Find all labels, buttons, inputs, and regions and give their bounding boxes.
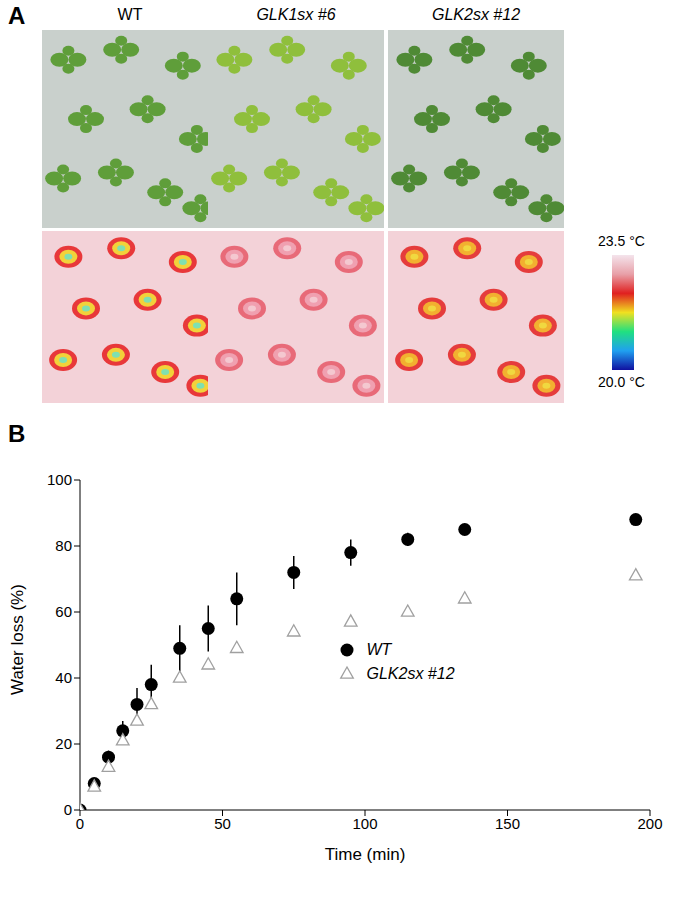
svg-text:0: 0 — [76, 815, 84, 832]
svg-text:20: 20 — [55, 735, 72, 752]
svg-text:0: 0 — [64, 801, 72, 818]
html-text:GLK1sx #6: GLK1sx #6 — [256, 6, 336, 23]
html-text:23.5 °C: 23.5 °C — [598, 233, 645, 249]
svg-text:100: 100 — [47, 471, 72, 488]
html-text:GLK2sx #12: GLK2sx #12 — [366, 665, 455, 683]
svg-text:Water loss (%): Water loss (%) — [8, 584, 27, 695]
svg-text:150: 150 — [495, 815, 520, 832]
svg-text:200: 200 — [637, 815, 662, 832]
html-text:A: A — [8, 2, 26, 29]
svg-text:40: 40 — [55, 669, 72, 686]
svg-text:Time (min): Time (min) — [325, 845, 406, 864]
svg-text:60: 60 — [55, 603, 72, 620]
svg-text:50: 50 — [214, 815, 231, 832]
html-text:20.0 °C: 20.0 °C — [598, 374, 645, 390]
html-text:WT: WT — [366, 641, 392, 659]
svg-text:100: 100 — [352, 815, 377, 832]
html-text:WT: WT — [117, 6, 143, 23]
svg-text:80: 80 — [55, 537, 72, 554]
html-text:GLK2sx #12: GLK2sx #12 — [432, 6, 520, 23]
html-text:B: B — [8, 420, 26, 447]
